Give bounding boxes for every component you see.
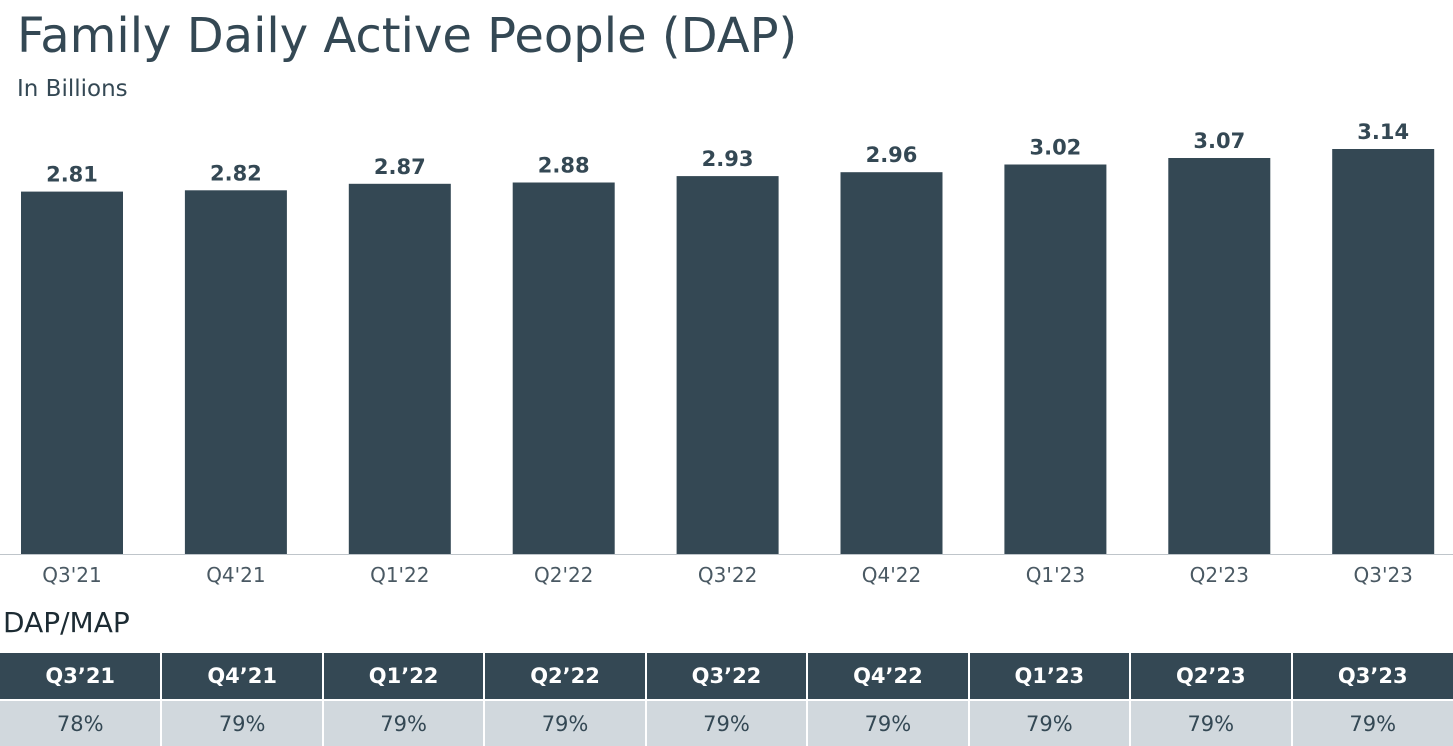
table-header-cell: Q4’22 bbox=[807, 653, 968, 700]
x-tick-label: Q1'23 bbox=[1026, 563, 1085, 587]
table-header-cell: Q1’23 bbox=[969, 653, 1130, 700]
bar bbox=[185, 190, 287, 554]
bar bbox=[677, 176, 779, 554]
table-header-cell: Q4’21 bbox=[161, 653, 322, 700]
bar bbox=[841, 172, 943, 554]
bar-value-label: 3.02 bbox=[1029, 136, 1081, 160]
table-cell: 79% bbox=[1130, 700, 1291, 746]
table-header-cell: Q3’22 bbox=[646, 653, 807, 700]
bar-chart: 2.81 Q3'21 2.82 Q4'21 2.87 Q1'22 2.88 Q2'22 2.93… bbox=[0, 0, 1453, 600]
table-title: DAP/MAP bbox=[3, 606, 130, 639]
table-cell: 78% bbox=[0, 700, 161, 746]
x-tick-label: Q3'21 bbox=[42, 563, 101, 587]
bar-value-label: 2.88 bbox=[538, 154, 590, 178]
bar-value-label: 3.14 bbox=[1357, 120, 1409, 144]
table-header-row: Q3’21 Q4’21 Q1’22 Q2’22 Q3’22 Q4’22 Q1’2… bbox=[0, 653, 1453, 700]
bar-value-label: 2.81 bbox=[46, 163, 98, 187]
bar-value-label: 2.93 bbox=[702, 147, 754, 171]
x-tick-label: Q4'21 bbox=[206, 563, 265, 587]
table-cell: 79% bbox=[323, 700, 484, 746]
bar bbox=[1168, 158, 1270, 554]
table-header-cell: Q3’23 bbox=[1292, 653, 1453, 700]
x-tick-label: Q2'22 bbox=[534, 563, 593, 587]
table-header-cell: Q2’22 bbox=[484, 653, 645, 700]
bar bbox=[513, 183, 615, 555]
table-cell: 79% bbox=[807, 700, 968, 746]
table-cell: 79% bbox=[1292, 700, 1453, 746]
x-tick-label: Q1'22 bbox=[370, 563, 429, 587]
table-header-cell: Q3’21 bbox=[0, 653, 161, 700]
table-row: 78% 79% 79% 79% 79% 79% 79% 79% 79% bbox=[0, 700, 1453, 746]
x-tick-label: Q3'23 bbox=[1353, 563, 1412, 587]
bar-value-label: 3.07 bbox=[1193, 129, 1245, 153]
bar bbox=[21, 192, 123, 554]
table-cell: 79% bbox=[969, 700, 1130, 746]
bar-value-label: 2.87 bbox=[374, 155, 426, 179]
table-cell: 79% bbox=[161, 700, 322, 746]
dap-map-table: Q3’21 Q4’21 Q1’22 Q2’22 Q3’22 Q4’22 Q1’2… bbox=[0, 653, 1453, 746]
table-header-cell: Q1’22 bbox=[323, 653, 484, 700]
table-cell: 79% bbox=[484, 700, 645, 746]
table-cell: 79% bbox=[646, 700, 807, 746]
bar-value-label: 2.82 bbox=[210, 161, 262, 185]
x-tick-label: Q2'23 bbox=[1190, 563, 1249, 587]
x-tick-label: Q4'22 bbox=[862, 563, 921, 587]
bar bbox=[1332, 149, 1434, 554]
bar bbox=[349, 184, 451, 554]
x-tick-label: Q3'22 bbox=[698, 563, 757, 587]
bar-value-label: 2.96 bbox=[866, 143, 918, 167]
bar bbox=[1004, 165, 1106, 555]
table-header-cell: Q2’23 bbox=[1130, 653, 1291, 700]
